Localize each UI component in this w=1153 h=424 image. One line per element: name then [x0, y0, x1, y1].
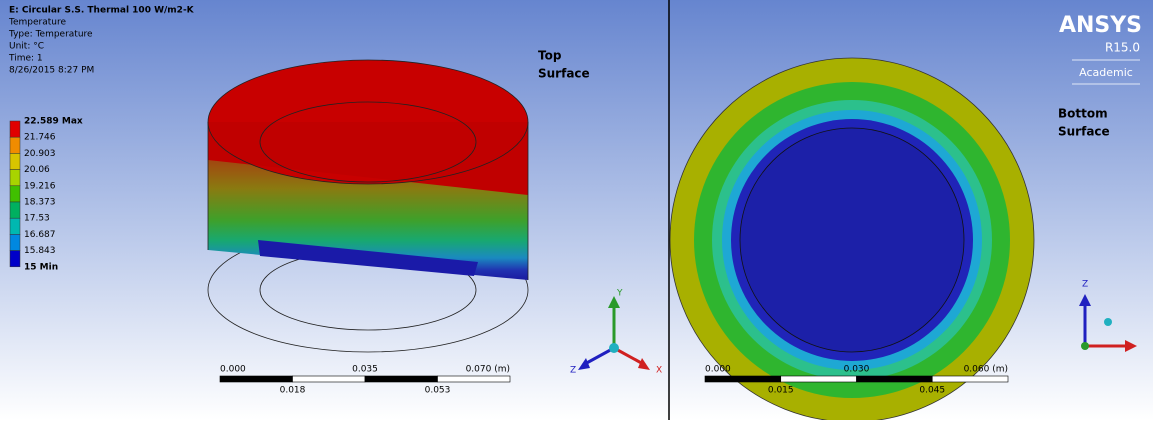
axis-label: X — [656, 366, 662, 376]
scale-label: 0.035 — [352, 365, 378, 375]
legend-label: 17.53 — [24, 214, 50, 224]
result-title: E: Circular S.S. Thermal 100 W/m2-K — [9, 6, 195, 16]
legend-swatch — [10, 234, 20, 250]
legend-swatch — [10, 186, 20, 202]
legend-swatch — [10, 202, 20, 218]
legend-label: 21.746 — [24, 133, 56, 143]
detail-line: Temperature — [8, 18, 66, 28]
scale-label: 0.030 — [844, 365, 870, 375]
legend-label: 15 Min — [24, 262, 58, 272]
legend-label: 19.216 — [24, 181, 56, 191]
detail-line: Time: 1 — [8, 54, 43, 64]
legend-swatch — [10, 170, 20, 186]
scale-label: 0.060 (m) — [964, 365, 1008, 375]
scale-label: 0.018 — [280, 386, 306, 396]
annotation: Top — [538, 49, 562, 63]
scale-label: 0.000 — [705, 365, 731, 375]
legend-swatch — [10, 137, 20, 153]
scale-segment — [705, 376, 781, 382]
annotation: Surface — [1058, 125, 1110, 139]
scale-label: 0.053 — [425, 386, 451, 396]
scale-segment — [438, 376, 511, 382]
annotation: Surface — [538, 67, 590, 81]
logo-version: R15.0 — [1105, 41, 1140, 55]
legend-swatch — [10, 121, 20, 137]
legend-label: 15.843 — [24, 246, 56, 256]
legend-label: 18.373 — [24, 198, 56, 208]
scale-label: 0.070 (m) — [466, 365, 510, 375]
legend-swatch — [10, 251, 20, 267]
scale-segment — [220, 376, 293, 382]
logo-brand: ANSYS — [1059, 13, 1142, 38]
axis-label: Z — [1082, 280, 1088, 290]
scale-segment — [932, 376, 1008, 382]
logo-edition: Academic — [1079, 66, 1133, 79]
legend-label: 22.589 Max — [24, 117, 83, 127]
detail-line: Unit: °C — [9, 42, 44, 52]
scale-segment — [365, 376, 438, 382]
legend-label: 20.903 — [24, 149, 56, 159]
axis-label: Z — [570, 366, 576, 376]
legend-swatch — [10, 218, 20, 234]
detail-line: 8/26/2015 8:27 PM — [9, 66, 94, 76]
scale-label: 0.015 — [768, 386, 794, 396]
scale-segment — [293, 376, 366, 382]
scale-label: 0.000 — [220, 365, 246, 375]
axis-label: Y — [616, 289, 623, 299]
scale-segment — [781, 376, 857, 382]
scale-segment — [857, 376, 933, 382]
detail-line: Type: Temperature — [8, 30, 93, 40]
legend-label: 20.06 — [24, 165, 50, 175]
screenshot: E: Circular S.S. Thermal 100 W/m2-K Temp… — [0, 0, 1153, 420]
annotation: Bottom — [1058, 107, 1108, 121]
scale-label: 0.045 — [919, 386, 945, 396]
legend-swatch — [10, 153, 20, 169]
legend-label: 16.687 — [24, 230, 56, 240]
